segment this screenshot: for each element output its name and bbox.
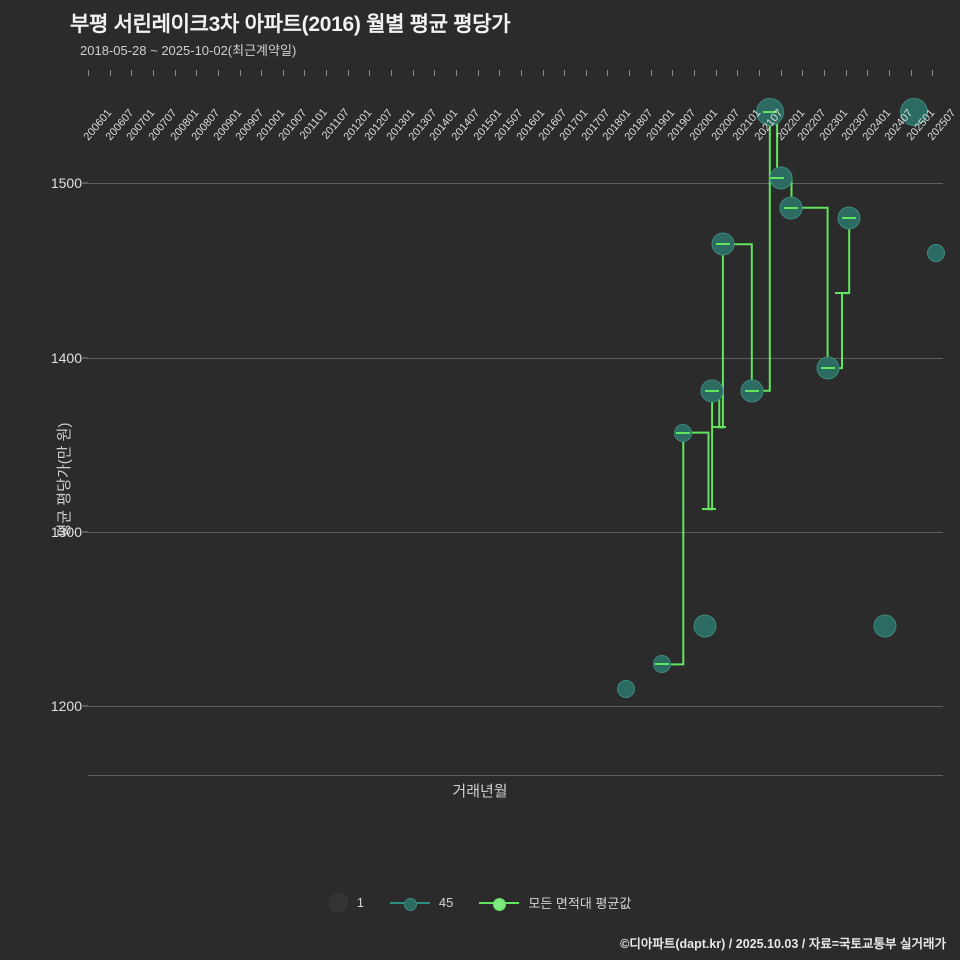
gridline-1300 <box>88 531 943 533</box>
x-tick-201307 <box>412 70 414 76</box>
x-tick-200801 <box>174 70 176 76</box>
x-tick-201207 <box>369 70 371 76</box>
average-marker[interactable] <box>676 431 691 434</box>
average-line-series <box>661 110 851 666</box>
legend-item-size[interactable]: 1 <box>328 893 364 912</box>
y-tick-label-1500: 1500 <box>50 175 82 192</box>
x-tick-202407 <box>888 70 890 76</box>
y-tick-mark-1500 <box>82 182 88 184</box>
x-tick-202001 <box>694 70 696 76</box>
x-tick-201901 <box>650 70 652 76</box>
data-point[interactable] <box>755 97 784 126</box>
x-tick-200807 <box>196 70 198 76</box>
page-subtitle: 2018-05-28 ~ 2025-10-02(최근계약일) <box>80 43 297 58</box>
gridline-1200 <box>88 706 943 708</box>
data-point[interactable] <box>873 614 897 638</box>
average-marker[interactable] <box>715 243 730 246</box>
x-tick-202201 <box>780 70 782 76</box>
average-marker[interactable] <box>784 206 799 209</box>
x-tick-200901 <box>217 70 219 76</box>
legend-label-average: 모든 면적대 평균값 <box>528 896 632 911</box>
data-point[interactable] <box>900 97 929 126</box>
x-tick-201607 <box>542 70 544 76</box>
average-marker[interactable] <box>654 663 669 666</box>
y-axis-title: 평균 평당가(만 원) <box>55 422 73 538</box>
x-tick-201401 <box>434 70 436 76</box>
y-tick-mark-1400 <box>82 357 88 359</box>
x-tick-201301 <box>391 70 393 76</box>
average-marker[interactable] <box>744 389 759 392</box>
x-tick-200607 <box>109 70 111 76</box>
x-tick-201107 <box>326 70 328 76</box>
data-point[interactable] <box>693 614 717 638</box>
x-tick-202401 <box>867 70 869 76</box>
legend-label-45: 45 <box>438 895 454 910</box>
x-tick-201907 <box>672 70 674 76</box>
page-title: 부평 서린레이크3차 아파트(2016) 월별 평균 평당가 <box>70 13 511 36</box>
average-marker[interactable] <box>842 217 857 220</box>
x-tick-202107 <box>759 70 760 76</box>
x-tick-201007 <box>282 70 284 76</box>
legend: 1 45 모든 면적대 평균값 <box>0 893 960 912</box>
legend-item-45[interactable]: 45 <box>389 894 454 911</box>
x-tick-200601 <box>88 70 89 76</box>
x-tick-202307 <box>845 70 847 76</box>
x-tick-202301 <box>823 70 825 76</box>
x-tick-201501 <box>477 70 479 76</box>
average-marker[interactable] <box>701 508 716 511</box>
x-tick-200707 <box>152 70 154 76</box>
x-tick-201801 <box>607 70 609 76</box>
x-tick-201601 <box>520 70 522 76</box>
x-tick-200701 <box>131 70 133 76</box>
footer-credit: ©디아파트(dapt.kr) / 2025.10.03 / 자료=국토교통부 실… <box>620 937 946 951</box>
x-tick-202207 <box>802 70 804 76</box>
y-tick-mark-1200 <box>82 705 88 707</box>
x-tick-202007 <box>715 70 717 76</box>
average-marker[interactable] <box>705 389 720 392</box>
x-tick-201001 <box>261 70 263 76</box>
average-marker[interactable] <box>712 426 727 429</box>
average-marker[interactable] <box>834 292 849 295</box>
legend-label-size: 1 <box>356 895 364 910</box>
x-tick-201407 <box>455 70 457 76</box>
x-tick-201201 <box>347 70 349 76</box>
line-dot-icon-45 <box>389 894 430 911</box>
x-axis-line <box>88 775 943 776</box>
y-tick-label-1200: 1200 <box>50 698 82 715</box>
legend-item-average[interactable]: 모든 면적대 평균값 <box>479 893 631 912</box>
gridline-1400 <box>88 357 943 359</box>
x-tick-202507 <box>932 70 934 76</box>
x-tick-201807 <box>629 70 631 76</box>
data-point[interactable] <box>616 679 635 698</box>
x-axis-title: 거래년월 <box>452 783 508 800</box>
y-tick-mark-1300 <box>82 531 88 533</box>
x-tick-202101 <box>737 70 739 76</box>
y-tick-label-1400: 1400 <box>50 349 82 366</box>
y-tick-label-1300: 1300 <box>50 523 82 540</box>
size-dot-icon <box>328 893 348 912</box>
line-dot-icon-average <box>479 894 520 911</box>
plot-area: 1200 1300 1400 1500 200601 200607 200701 20070… <box>51 70 958 776</box>
gridline-1500 <box>88 183 943 185</box>
x-tick-201701 <box>564 70 566 76</box>
data-point[interactable] <box>926 244 945 263</box>
average-marker[interactable] <box>770 177 785 180</box>
x-tick-200907 <box>239 70 241 76</box>
x-tick-201101 <box>304 70 306 76</box>
x-tick-201507 <box>499 70 501 76</box>
average-marker[interactable] <box>762 110 777 113</box>
x-tick-201707 <box>585 70 587 76</box>
x-tick-202501 <box>910 70 912 76</box>
average-marker[interactable] <box>820 367 835 370</box>
